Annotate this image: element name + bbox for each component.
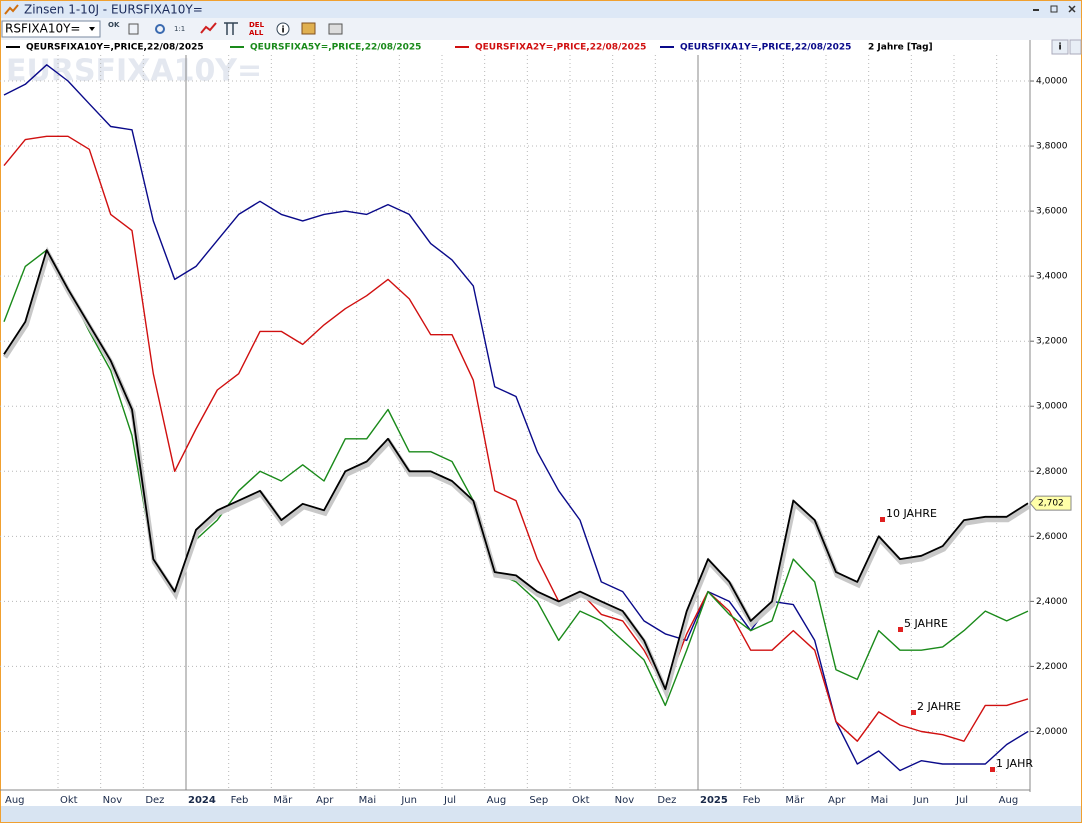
indicator-button[interactable]: [224, 22, 238, 35]
x-tick-label: Mai: [359, 795, 377, 806]
window-title: Zinsen 1-10J - EURSFIXA10Y=: [24, 3, 203, 17]
y-tick-label: 3,8000: [1036, 142, 1068, 152]
x-tick-label: Dez: [657, 795, 676, 806]
annotation-marker: [990, 767, 995, 772]
x-tick-label: Jun: [400, 795, 417, 806]
x-tick-label: Apr: [316, 795, 334, 806]
close-button[interactable]: [1068, 5, 1076, 13]
side-handle[interactable]: [1069, 39, 1082, 55]
side-info-button[interactable]: [1051, 39, 1069, 55]
x-tick-label: Feb: [231, 795, 249, 806]
symbol-box[interactable]: [1, 20, 101, 38]
x-tick-label: Jul: [955, 795, 968, 806]
y-tick-label: 2,0000: [1036, 727, 1068, 737]
y-tick-label: 3,2000: [1036, 337, 1068, 347]
info-label: i: [281, 26, 284, 36]
series-line: [3, 64, 1029, 772]
dropdown-arrow[interactable]: [89, 27, 95, 31]
period-label: 2 Jahre [Tag]: [868, 43, 933, 53]
y-tick-label: 2,4000: [1036, 597, 1068, 607]
legend-label: QEURSFIXA10Y=,PRICE,22/08/2025: [26, 43, 204, 53]
refresh-button[interactable]: [155, 24, 165, 34]
info-button[interactable]: [276, 22, 290, 36]
delete-button[interactable]: [128, 23, 139, 35]
x-tick-label: Mär: [785, 795, 805, 806]
x-tick-label: Dez: [145, 795, 164, 806]
value-label-box: [1029, 495, 1072, 511]
app-icon: [4, 4, 19, 15]
legend-label: QEURSFIXA1Y=,PRICE,22/08/2025: [680, 43, 851, 53]
annotation: 1 JAHR: [996, 757, 1033, 770]
x-tick-label: Okt: [60, 795, 78, 806]
annotation: 10 JAHRE: [886, 507, 937, 520]
ratio-button[interactable]: 1:1: [174, 25, 185, 33]
legend-label: QEURSFIXA2Y=,PRICE,22/08/2025: [475, 43, 646, 53]
line-shadow: [2, 246, 1031, 700]
plot: EURSFIXA10Y= 2,0000 2,2000 2,4000 2,6000 2,80…: [0, 40, 1072, 806]
y-tick-label: 3,6000: [1036, 207, 1068, 217]
symbol-text: RSFIXA10Y=: [5, 22, 80, 36]
ok-button[interactable]: OK: [108, 21, 120, 29]
annotation-marker: [880, 517, 885, 522]
series-line: [3, 135, 1029, 742]
y-tick-label: 3,4000: [1036, 272, 1068, 282]
legend-label: QEURSFIXA5Y=,PRICE,22/08/2025: [250, 43, 421, 53]
value-label: 2,702: [1038, 499, 1064, 509]
y-tick-label: 2,2000: [1036, 662, 1068, 672]
side-info-label: i: [1058, 43, 1061, 53]
title-bar: [1, 1, 1081, 18]
x-tick-label: Mär: [273, 795, 293, 806]
maximize-button[interactable]: [1050, 5, 1058, 13]
x-tick-label: Mai: [871, 795, 889, 806]
x-tick-label: Nov: [615, 795, 635, 806]
print-button[interactable]: [328, 23, 343, 35]
x-tick-label: Sep: [529, 795, 548, 806]
x-tick-label: Okt: [572, 795, 590, 806]
chart-type-button[interactable]: [200, 22, 217, 34]
y-tick-label: 4,0000: [1036, 77, 1068, 87]
all-label[interactable]: ALL: [249, 29, 264, 37]
annotation-marker: [911, 710, 916, 715]
del-label[interactable]: DEL: [249, 21, 265, 29]
x-tick-label: Feb: [743, 795, 761, 806]
minimize-button[interactable]: [1033, 9, 1039, 11]
x-tick-label: Aug: [487, 795, 507, 806]
watermark: EURSFIXA10Y=: [6, 54, 262, 89]
annotation: 2 JAHRE: [917, 700, 961, 713]
x-tick-label: Nov: [103, 795, 123, 806]
toolbar: [1, 18, 1081, 40]
x-tick-label: Jun: [912, 795, 929, 806]
series-line: [3, 249, 1029, 691]
x-tick-label: Jul: [443, 795, 456, 806]
x-tick-label: 2024: [188, 795, 216, 806]
annotation: 5 JAHRE: [904, 617, 948, 630]
y-tick-label: 3,0000: [1036, 402, 1068, 412]
x-tick-label: Apr: [828, 795, 846, 806]
y-tick-label: 2,8000: [1036, 467, 1068, 477]
status-bar: [1, 806, 1081, 822]
folder-button[interactable]: [301, 22, 316, 35]
x-tick-label: Aug: [5, 795, 25, 806]
annotation-marker: [898, 627, 903, 632]
x-tick-label: Aug: [999, 795, 1019, 806]
y-tick-label: 2,6000: [1036, 532, 1068, 542]
x-tick-label: 2025: [700, 795, 728, 806]
